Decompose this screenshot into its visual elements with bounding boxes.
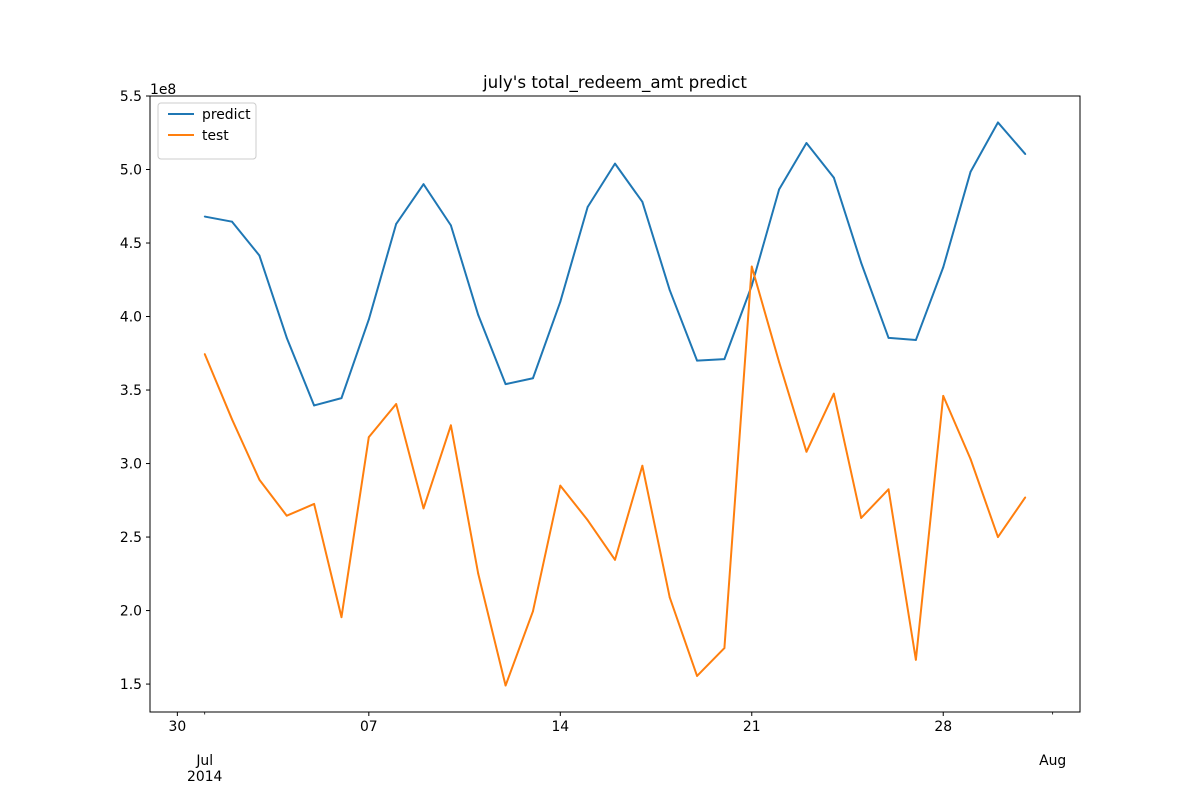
y-tick-label: 5.0 (120, 163, 142, 179)
data-point-test (477, 572, 480, 575)
data-point-predict (449, 224, 452, 227)
data-point-test (750, 265, 753, 268)
data-point-test (723, 647, 726, 649)
legend-label-test: test (202, 128, 229, 144)
y-tick-label: 3.5 (120, 383, 142, 399)
x-tick-label: 30 (169, 719, 187, 735)
data-point-test (614, 558, 616, 561)
data-point-predict (641, 200, 644, 203)
data-point-test (367, 436, 370, 438)
y-tick-label: 4.0 (120, 310, 142, 326)
data-point-test (778, 361, 781, 364)
x-year-label: 2014 (187, 769, 223, 785)
plot-frame (149, 95, 1081, 713)
data-point-test (805, 450, 808, 453)
data-point-test (641, 464, 644, 467)
data-point-predict (367, 318, 370, 321)
data-point-test (1024, 496, 1027, 499)
data-point-predict (340, 397, 343, 400)
data-point-predict (832, 176, 835, 179)
y-axis: 1.5 2.0 2.5 3.0 3.5 4.0 4.5 5.0 5.5 (120, 89, 150, 693)
data-point-test (586, 519, 589, 522)
legend: predict test (157, 102, 257, 160)
data-point-test (860, 517, 863, 519)
data-point-test (258, 478, 261, 481)
data-point-test (449, 424, 452, 427)
data-point-predict (504, 383, 507, 386)
data-point-test (668, 596, 671, 599)
data-point-predict (778, 188, 781, 191)
data-point-test (285, 514, 288, 517)
data-point-predict (942, 266, 945, 269)
data-point-predict (969, 170, 972, 173)
data-point-predict (696, 359, 698, 362)
data-point-predict (285, 336, 288, 339)
data-point-predict (860, 261, 863, 264)
y-tick-label: 3.0 (120, 457, 142, 473)
y-tick-label: 5.5 (120, 89, 142, 105)
data-point-test (231, 418, 233, 421)
data-point-predict (668, 289, 671, 291)
x-tick-label: 07 (360, 719, 378, 735)
data-point-predict (203, 215, 206, 218)
data-point-test (942, 395, 945, 397)
x-tick-label: 28 (934, 719, 952, 735)
data-point-predict (231, 220, 233, 223)
data-point-test (914, 658, 917, 661)
chart-title: july's total_redeem_amt predict (482, 72, 747, 93)
plot-lines (203, 121, 1027, 687)
data-point-predict (914, 339, 917, 341)
data-point-predict (805, 142, 808, 144)
legend-box (157, 102, 257, 160)
data-point-predict (559, 300, 562, 303)
data-point-predict (313, 404, 316, 407)
data-point-predict (1024, 153, 1027, 155)
data-point-predict (614, 162, 616, 165)
data-point-predict (586, 206, 589, 208)
data-point-test (504, 684, 507, 687)
data-point-test (395, 403, 398, 405)
data-point-test (969, 458, 972, 461)
data-point-test (203, 353, 206, 355)
data-point-test (340, 616, 343, 619)
x-month-label: Aug (1039, 753, 1066, 769)
series-line-predict (204, 121, 1027, 407)
x-month-label: Jul (195, 753, 213, 769)
data-point-predict (477, 314, 480, 316)
y-scale-label: 1e8 (150, 82, 176, 98)
data-point-test (313, 503, 316, 505)
data-point-predict (887, 336, 890, 339)
data-point-test (696, 675, 698, 677)
data-point-predict (532, 377, 534, 380)
data-point-test (997, 536, 999, 538)
data-point-predict (422, 183, 425, 186)
data-point-test (422, 507, 425, 510)
y-tick-label: 4.5 (120, 236, 142, 252)
data-point-predict (258, 254, 261, 257)
data-point-predict (723, 358, 726, 361)
data-point-predict (395, 223, 398, 225)
y-tick-label: 1.5 (120, 677, 142, 693)
y-tick-label: 2.0 (120, 604, 142, 620)
legend-label-predict: predict (202, 107, 251, 123)
x-tick-label: 21 (743, 719, 761, 735)
data-point-test (887, 488, 890, 491)
data-point-predict (997, 121, 999, 124)
y-tick-label: 2.5 (120, 530, 142, 546)
data-point-test (559, 484, 562, 487)
x-tick-label: 14 (551, 719, 569, 735)
data-point-test (532, 610, 534, 613)
series-line-test (203, 265, 1027, 687)
data-point-test (832, 392, 835, 395)
